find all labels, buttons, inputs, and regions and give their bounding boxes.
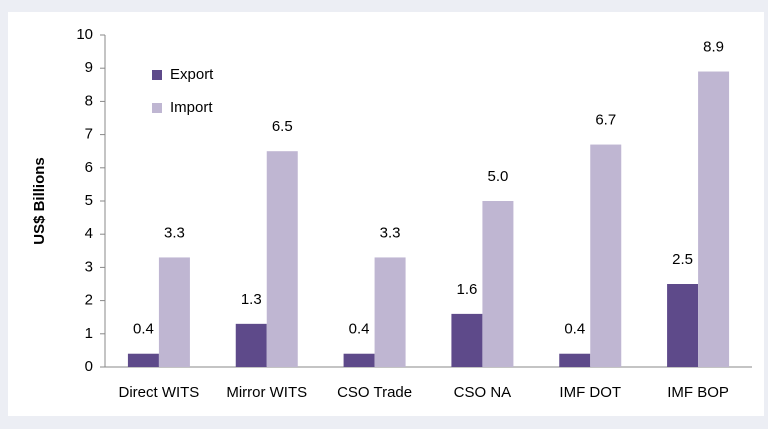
y-tick-label: 6 (85, 159, 93, 176)
data-label: 0.4 (349, 321, 370, 338)
x-tick-label: IMF BOP (667, 384, 729, 401)
bar (667, 284, 699, 367)
legend-label: Import (170, 99, 213, 116)
y-axis-label: US$ Billions (31, 157, 48, 245)
legend-swatch (152, 103, 162, 113)
data-label: 0.4 (133, 321, 154, 338)
bar (559, 353, 591, 367)
data-label: 6.7 (595, 112, 616, 129)
bar (451, 313, 483, 367)
data-label: 5.0 (487, 168, 508, 185)
bar (343, 353, 375, 367)
bar (266, 151, 298, 367)
data-label: 6.5 (272, 118, 293, 135)
bar (590, 144, 622, 367)
y-tick-label: 3 (85, 258, 93, 275)
y-tick-label: 7 (85, 126, 93, 143)
legend-label: Export (170, 66, 214, 83)
y-tick-label: 9 (85, 59, 93, 76)
bar (374, 257, 406, 367)
data-label: 1.6 (456, 281, 477, 298)
data-label: 0.4 (564, 321, 585, 338)
x-tick-label: CSO Trade (337, 384, 412, 401)
bar (698, 71, 730, 368)
bar (235, 323, 267, 367)
y-tick-label: 0 (85, 358, 93, 375)
data-label: 2.5 (672, 251, 693, 268)
bar (482, 201, 514, 367)
y-tick-label: 1 (85, 325, 93, 342)
y-tick-label: 8 (85, 92, 93, 109)
data-label: 1.3 (241, 291, 262, 308)
data-label: 3.3 (164, 224, 185, 241)
y-tick-label: 4 (85, 225, 93, 242)
y-tick-label: 10 (76, 26, 93, 43)
x-tick-label: CSO NA (454, 384, 512, 401)
y-tick-label: 2 (85, 292, 93, 309)
y-tick-label: 5 (85, 192, 93, 209)
legend-swatch (152, 70, 162, 80)
x-tick-label: IMF DOT (559, 384, 621, 401)
bar (127, 353, 159, 367)
data-label: 3.3 (380, 224, 401, 241)
bar (158, 257, 190, 367)
x-tick-label: Mirror WITS (226, 384, 307, 401)
x-tick-label: Direct WITS (118, 384, 199, 401)
data-label: 8.9 (703, 38, 724, 55)
